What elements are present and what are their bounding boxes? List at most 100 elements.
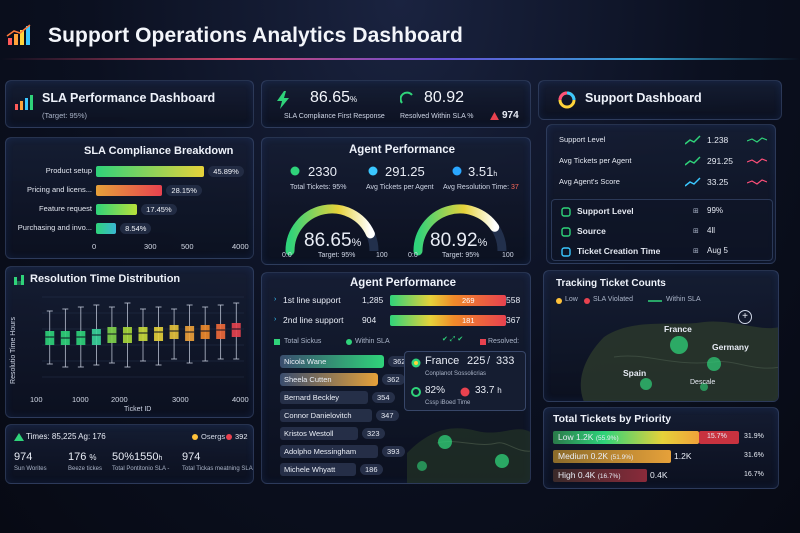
clock-icon <box>460 387 470 397</box>
priority-pct: (16.7%) <box>597 473 621 480</box>
gauge-arc-icon <box>400 91 413 104</box>
support-dashboard-card[interactable]: Support Dashboard <box>538 80 782 120</box>
axis-tick: 500 <box>181 242 194 251</box>
place-label: Germany <box>712 342 749 352</box>
priority-mid-value: 0.4K <box>650 470 668 480</box>
stat-avg-tickets-label: Avg Tickets per Agent <box>366 184 434 191</box>
zoom-in-button[interactable]: + <box>738 310 752 324</box>
support-metrics-panel: Support Level 1.238 Avg Tickets per Agent 2… <box>546 124 776 264</box>
pin-icon <box>411 358 421 368</box>
kpi-first-response-number: 86.65 <box>310 89 351 106</box>
bar-chart-icon <box>15 95 33 110</box>
popup-pct: 82% <box>425 385 446 396</box>
agent-name[interactable]: Connor Danielovitch <box>280 409 372 422</box>
breakdown-bar[interactable] <box>96 185 163 196</box>
agent-value: 354 <box>372 392 395 403</box>
x-tick: 2000 <box>111 395 128 404</box>
agent-value: 362 <box>388 356 411 367</box>
summary-l3: Total Pontitonio SLA - <box>112 466 170 472</box>
legend-dot-icon <box>584 298 590 304</box>
agent-performance-gauges-panel: Agent Performance 2330 Total Tickets: 95… <box>261 137 531 265</box>
priority-label: Medium <box>558 451 589 461</box>
metric-label: Avg Agent's Score <box>559 177 620 186</box>
summary-panel: Times: 85,225 Ag: 176 Osergs 392 974 Sun… <box>5 424 254 484</box>
agent-name[interactable]: Bernard Beckley <box>280 391 368 404</box>
histogram-icon <box>14 275 24 285</box>
priority-value: 0.4K <box>577 470 596 480</box>
resolution-time-panel: Resolution Time Distribution Resolutio T… <box>5 266 254 418</box>
summary-l2: Beeze tickes <box>68 466 103 472</box>
ring-icon <box>558 91 576 109</box>
trend-up-icon <box>685 177 701 187</box>
tier-total: 558 <box>506 295 521 305</box>
top-kpi-card[interactable]: 86.65% SLA Compliance First Response 80.… <box>261 80 531 128</box>
summary-l4: Total Tickas meatning SLA <box>182 466 253 472</box>
breakdown-value: 8.54% <box>120 223 152 234</box>
gauge1-unit: % <box>351 237 362 249</box>
legend-swatch-icon <box>274 339 280 345</box>
stat-avg-resolution-value: 3.51h <box>468 164 497 179</box>
tier-label: 2nd line support <box>283 315 344 325</box>
gauge2-max: 100 <box>502 252 514 259</box>
agent-table-title: Agent Performance <box>350 277 457 289</box>
priority-bar[interactable] <box>553 431 699 444</box>
europe-map <box>580 321 778 401</box>
popup-sub2: Cssp iBoed Time <box>425 400 471 406</box>
priority-bar[interactable] <box>553 469 647 482</box>
agent-name[interactable]: Nicola Wane <box>280 355 384 368</box>
breakdown-label: Purchasing and invo... <box>17 223 92 232</box>
gauge2-unit: % <box>477 237 488 249</box>
tier-total: 367 <box>506 315 521 325</box>
popup-v1: 225 <box>467 355 486 367</box>
agent-name[interactable]: Sheela Cutten <box>280 373 378 386</box>
breakdown-bar[interactable] <box>96 204 138 215</box>
chevron-right-icon: › <box>274 316 277 323</box>
tier-bar[interactable] <box>390 315 506 326</box>
summary-v2-number: 176 <box>68 451 87 463</box>
stat-avg-resolution-number: 3.51 <box>468 164 494 179</box>
x-tick: 100 <box>30 395 43 404</box>
breakdown-bar[interactable] <box>96 166 205 177</box>
priority-label-group: Low 1.2K (55.9%) <box>558 432 619 442</box>
gauge1-min: 0:0 <box>282 252 292 259</box>
gauge1-max: 100 <box>376 252 388 259</box>
breakdown-value: 17.45% <box>141 204 177 215</box>
priority-bar[interactable] <box>553 450 671 463</box>
tier-count: 904 <box>362 315 377 325</box>
priority-pct: (51.9%) <box>610 454 634 461</box>
tier-bar[interactable] <box>390 295 506 306</box>
priority-label: Low <box>558 432 574 442</box>
agent-name[interactable]: Kristos Westoll <box>280 427 358 440</box>
trend-up-icon <box>685 156 701 166</box>
popup-v2: 333 <box>496 355 515 367</box>
box <box>185 326 195 341</box>
popup-separator: / <box>487 355 491 367</box>
box <box>138 327 148 341</box>
box <box>216 324 226 339</box>
priority-violated-bar[interactable] <box>699 431 739 444</box>
country-popup[interactable]: France 225 / 333 Conplanot Sossolicrias … <box>404 351 526 411</box>
tracking-legend-low: Low <box>565 296 578 303</box>
details-box <box>551 199 773 261</box>
priority-title: Total Tickets by Priority <box>553 413 672 425</box>
box <box>76 331 86 345</box>
x-tick: 3000 <box>172 395 189 404</box>
calendar-icon <box>561 247 571 257</box>
breakdown-value: 28.15% <box>166 185 202 196</box>
summary-v1: 974 <box>14 451 33 463</box>
sla-target: (Target: 95%) <box>42 111 88 120</box>
sla-performance-card[interactable]: SLA Performance Dashboard (Target: 95%) <box>5 80 254 128</box>
legend-total: Total Sickus <box>284 338 322 345</box>
agent-name[interactable]: Michele Whyatt <box>280 463 356 476</box>
priority-end-value: 31.6% <box>744 452 764 459</box>
header-glow-divider <box>0 58 800 60</box>
popup-time-number: 33.7 <box>475 385 495 396</box>
box <box>169 325 179 339</box>
kpi-count-value: 974 <box>502 110 519 121</box>
metric-value: 33.25 <box>707 177 729 187</box>
box <box>107 327 117 343</box>
x-tick: 4000 <box>232 395 249 404</box>
legend-dot-icon <box>556 298 562 304</box>
agent-name[interactable]: Adolpho Messingham <box>280 445 378 458</box>
breakdown-bar[interactable] <box>96 223 117 234</box>
